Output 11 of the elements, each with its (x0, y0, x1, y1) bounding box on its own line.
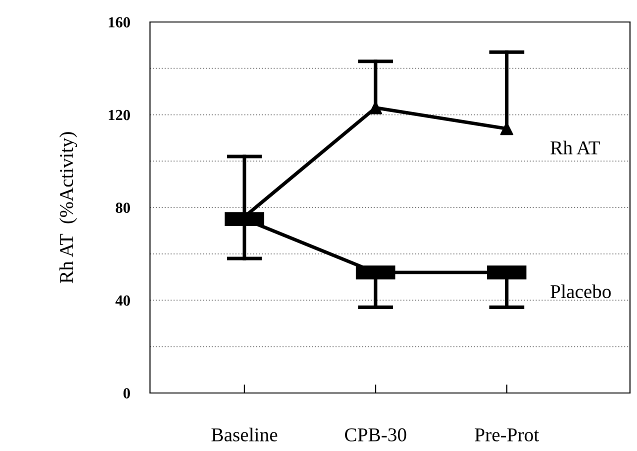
y-tick-label: 0 (124, 388, 130, 398)
y-tick-label: 160 (108, 17, 130, 28)
y-tick-label: 120 (108, 110, 130, 120)
x-tick-label: Pre-Prot (474, 428, 540, 442)
y-tick-label: 40 (115, 295, 130, 306)
text: Placebo (550, 284, 611, 298)
x-tick-label: Baseline (212, 428, 278, 442)
series-label: Rh AT (550, 140, 600, 154)
y-axis-title: Rh AT (%Activity) (59, 132, 78, 284)
x-tick-label: CPB-30 (345, 428, 406, 442)
y-tick-label: 80 (116, 202, 130, 213)
